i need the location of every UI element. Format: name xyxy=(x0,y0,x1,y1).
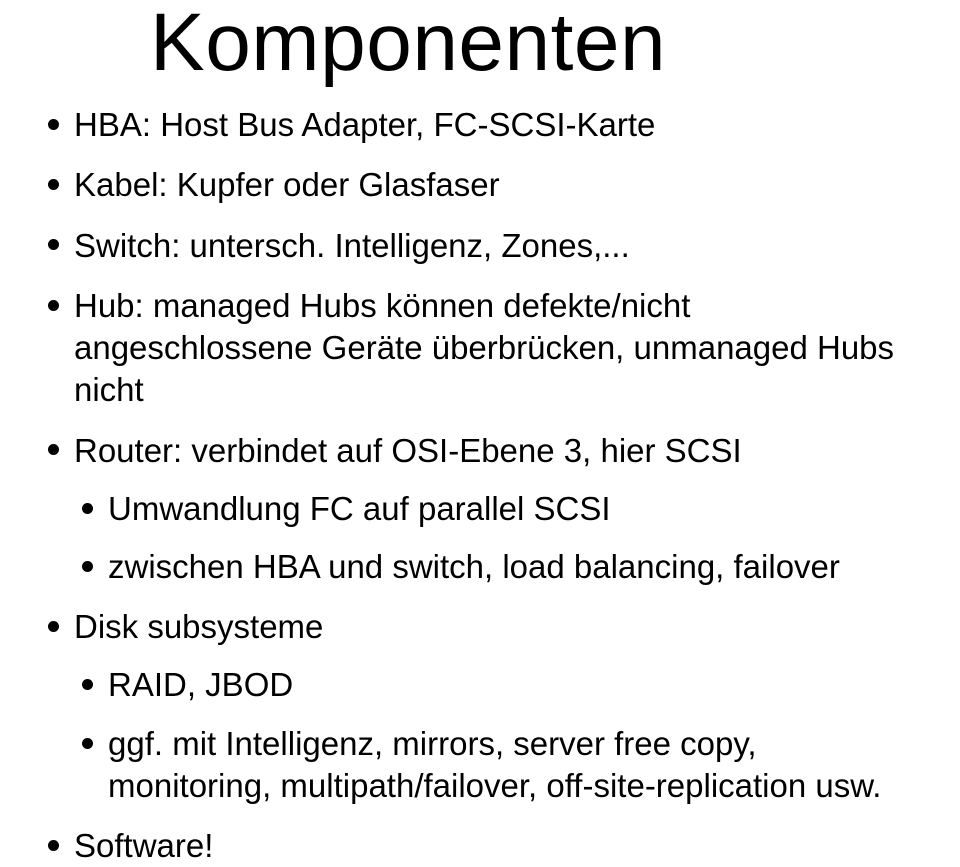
list-item-text: Hub: managed Hubs können defekte/nicht a… xyxy=(74,287,894,408)
list-item: Hub: managed Hubs können defekte/nicht a… xyxy=(40,285,920,412)
list-item: RAID, JBOD xyxy=(74,664,920,706)
list-item-text: Disk subsysteme xyxy=(74,608,323,645)
list-item: Umwandlung FC auf parallel SCSI xyxy=(74,488,920,530)
list-item-text: Umwandlung FC auf parallel SCSI xyxy=(108,490,611,527)
list-item-text: HBA: Host Bus Adapter, FC-SCSI-Karte xyxy=(74,106,655,143)
list-item: zwischen HBA und switch, load balancing,… xyxy=(74,546,920,588)
list-item-text: ggf. mit Intelligenz, mirrors, server fr… xyxy=(108,725,881,804)
list-item: Switch: untersch. Intelligenz, Zones,... xyxy=(40,225,920,267)
slide: Komponenten HBA: Host Bus Adapter, FC-SC… xyxy=(0,0,960,856)
list-item-text: zwischen HBA und switch, load balancing,… xyxy=(108,548,840,585)
list-item: Software! xyxy=(40,825,920,867)
list-item: Router: verbindet auf OSI-Ebene 3, hier … xyxy=(40,430,920,589)
list-item: Disk subsysteme RAID, JBOD ggf. mit Inte… xyxy=(40,606,920,807)
list-item-text: Switch: untersch. Intelligenz, Zones,... xyxy=(74,227,630,264)
sub-bullet-list: Umwandlung FC auf parallel SCSI zwischen… xyxy=(74,488,920,588)
slide-title: Komponenten xyxy=(150,0,920,86)
list-item: Kabel: Kupfer oder Glasfaser xyxy=(40,164,920,206)
sub-bullet-list: RAID, JBOD ggf. mit Intelligenz, mirrors… xyxy=(74,664,920,807)
list-item-text: Kabel: Kupfer oder Glasfaser xyxy=(74,166,500,203)
bullet-list: HBA: Host Bus Adapter, FC-SCSI-Karte Kab… xyxy=(40,104,920,867)
list-item-text: RAID, JBOD xyxy=(108,666,293,703)
list-item: ggf. mit Intelligenz, mirrors, server fr… xyxy=(74,723,920,807)
list-item-text: Software! xyxy=(74,827,213,864)
list-item-text: Router: verbindet auf OSI-Ebene 3, hier … xyxy=(74,432,742,469)
list-item: HBA: Host Bus Adapter, FC-SCSI-Karte xyxy=(40,104,920,146)
